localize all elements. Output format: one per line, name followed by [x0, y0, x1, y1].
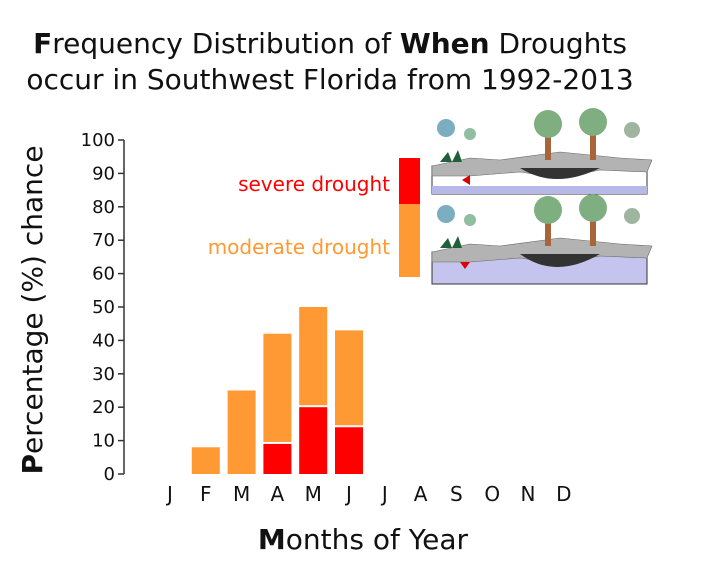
y-axis-ticks: 0 10 20 30 40 50 60 70 80 90 100 [81, 130, 124, 485]
x-axis-title: Months of Year [258, 523, 469, 556]
y-tick-label: 60 [92, 264, 115, 285]
legend-moderate-swatch [399, 204, 420, 277]
title-bold-f: F [33, 27, 52, 60]
bar-severe [299, 407, 328, 474]
legend-severe-label: severe drought [238, 172, 390, 196]
palmetto-icon [440, 150, 462, 162]
cypress-trunk-icon [545, 216, 551, 246]
x-tick-label: S [450, 482, 463, 506]
x-axis-title-rest: onths of Year [286, 523, 469, 556]
bar-moderate [227, 390, 256, 474]
x-tick-label: J [344, 482, 352, 506]
water-level-marker-icon [460, 262, 470, 269]
cypress-trunk-icon [590, 128, 596, 160]
y-tick-label: 70 [92, 230, 115, 251]
x-tick-label: F [200, 482, 212, 506]
moderate-drought-illustration [431, 194, 653, 285]
y-tick-label: 80 [92, 197, 115, 218]
bar-moderate [191, 447, 220, 474]
legend-severe-swatch [399, 158, 420, 204]
water-level-marker-icon [462, 175, 470, 185]
y-tick-label: 40 [92, 330, 115, 351]
cypress-canopy-icon [579, 108, 607, 136]
bar-moderate [299, 307, 328, 406]
tree-icon [464, 214, 476, 226]
chart-title-line-1: Frequency Distribution of When Droughts [33, 27, 627, 60]
y-tick-label: 0 [104, 464, 115, 485]
x-tick-label: J [165, 482, 173, 506]
moderate-pond [520, 254, 600, 267]
x-tick-label: J [380, 482, 388, 506]
y-tick-label: 10 [92, 431, 115, 452]
severe-dry-pond [520, 168, 600, 179]
tree-icon [624, 208, 640, 224]
y-axis-title: Percentage (%) chance [16, 145, 49, 474]
bar-moderate [335, 330, 363, 426]
y-axis-title-rest: ercentage (%) chance [16, 145, 49, 454]
legend-moderate-label: moderate drought [208, 235, 390, 259]
bar-severe [263, 443, 292, 474]
title-part-b: Droughts [490, 27, 627, 60]
title-bold-when: When [400, 27, 490, 60]
x-tick-label: D [556, 482, 571, 506]
severe-aquifer [432, 186, 647, 194]
y-tick-label: 20 [92, 397, 115, 418]
cypress-trunk-icon [590, 214, 596, 246]
cypress-canopy-icon [534, 110, 562, 138]
y-tick-label: 50 [92, 297, 115, 318]
y-tick-label: 100 [81, 130, 115, 151]
tree-icon [437, 119, 455, 137]
chart-title-line-2: occur in Southwest Florida from 1992-201… [26, 63, 633, 96]
y-tick-label: 90 [92, 163, 115, 184]
x-tick-label: A [271, 482, 285, 506]
y-axis-title-bold: P [16, 454, 49, 475]
x-tick-label: N [521, 482, 536, 506]
x-axis-title-bold: M [258, 523, 286, 556]
x-tick-label: A [414, 482, 428, 506]
severe-drought-illustration [431, 108, 653, 195]
bar-severe [335, 427, 363, 474]
x-tick-label: M [233, 482, 250, 506]
tree-icon [624, 122, 640, 138]
x-tick-label: M [305, 482, 322, 506]
tree-icon [464, 128, 476, 140]
tree-icon [437, 205, 455, 223]
bar-moderate [263, 333, 292, 442]
y-tick-label: 30 [92, 364, 115, 385]
x-tick-label: O [484, 482, 500, 506]
cypress-canopy-icon [579, 194, 607, 222]
legend: severe drought moderate drought [208, 158, 420, 277]
palmetto-icon [440, 236, 462, 248]
cypress-trunk-icon [545, 130, 551, 160]
title-part-a: requency Distribution of [52, 27, 400, 60]
bars-group [191, 307, 363, 474]
cypress-canopy-icon [534, 196, 562, 224]
